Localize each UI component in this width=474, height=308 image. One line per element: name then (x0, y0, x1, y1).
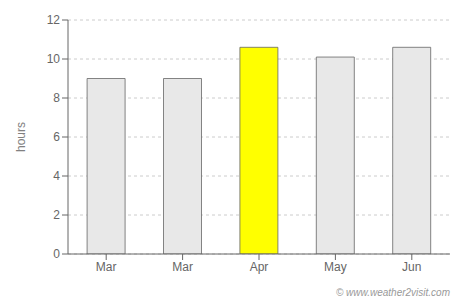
svg-text:Mar: Mar (172, 260, 193, 274)
svg-text:Mar: Mar (96, 260, 117, 274)
svg-text:hours: hours (14, 122, 28, 152)
svg-text:8: 8 (53, 91, 60, 105)
svg-text:10: 10 (47, 52, 61, 66)
svg-text:0: 0 (53, 247, 60, 261)
svg-text:2: 2 (53, 208, 60, 222)
svg-text:4: 4 (53, 169, 60, 183)
svg-text:6: 6 (53, 130, 60, 144)
svg-text:Jun: Jun (402, 260, 421, 274)
svg-text:May: May (324, 260, 347, 274)
svg-text:Apr: Apr (250, 260, 269, 274)
html-text:© www.weather2visit.com: © www.weather2visit.com (335, 287, 450, 298)
svg-text:12: 12 (47, 13, 61, 27)
